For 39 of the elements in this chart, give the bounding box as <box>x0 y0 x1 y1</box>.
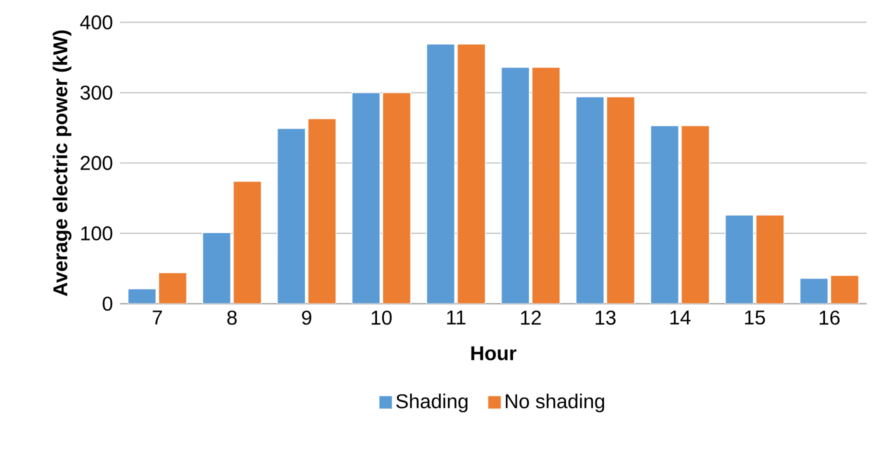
bar <box>382 92 412 304</box>
x-tick-label: 16 <box>820 310 840 325</box>
y-tick-label: 300 <box>80 86 112 100</box>
bar <box>456 44 486 304</box>
bar <box>724 214 754 304</box>
bar <box>426 44 456 304</box>
x-tick-label: 10 <box>372 310 392 325</box>
y-tick-label: 400 <box>80 15 112 30</box>
y-tick-label: 100 <box>81 226 112 240</box>
bar <box>532 66 560 304</box>
y-tick-label: 200 <box>80 156 112 170</box>
x-tick-label: 7 <box>152 310 162 324</box>
x-tick-label: 11 <box>447 310 466 324</box>
bar <box>830 275 860 304</box>
x-tick-label: 8 <box>227 310 237 325</box>
legend-label: Shading <box>396 394 468 412</box>
bar <box>276 128 306 304</box>
bar <box>500 66 530 304</box>
x-tick-label: 15 <box>745 310 765 325</box>
bar <box>680 125 710 304</box>
x-axis-title: Hour <box>471 346 516 360</box>
bar <box>352 92 380 304</box>
bar <box>650 125 680 304</box>
bar <box>606 96 636 304</box>
bar <box>800 278 828 304</box>
x-tick-label: 13 <box>596 310 616 325</box>
bar <box>308 118 336 304</box>
bar <box>576 96 604 304</box>
x-tick-label: 14 <box>670 310 691 324</box>
bar <box>128 288 156 304</box>
bar <box>202 232 232 304</box>
bar <box>232 180 262 304</box>
bar <box>756 214 784 304</box>
bar <box>158 272 188 304</box>
y-tick-label: 0 <box>102 296 112 311</box>
legend-label: No shading <box>506 394 604 412</box>
x-tick-label: 9 <box>302 310 312 325</box>
y-axis-title: Average electric power (kW) <box>52 30 72 296</box>
x-tick-label: 12 <box>521 310 541 325</box>
